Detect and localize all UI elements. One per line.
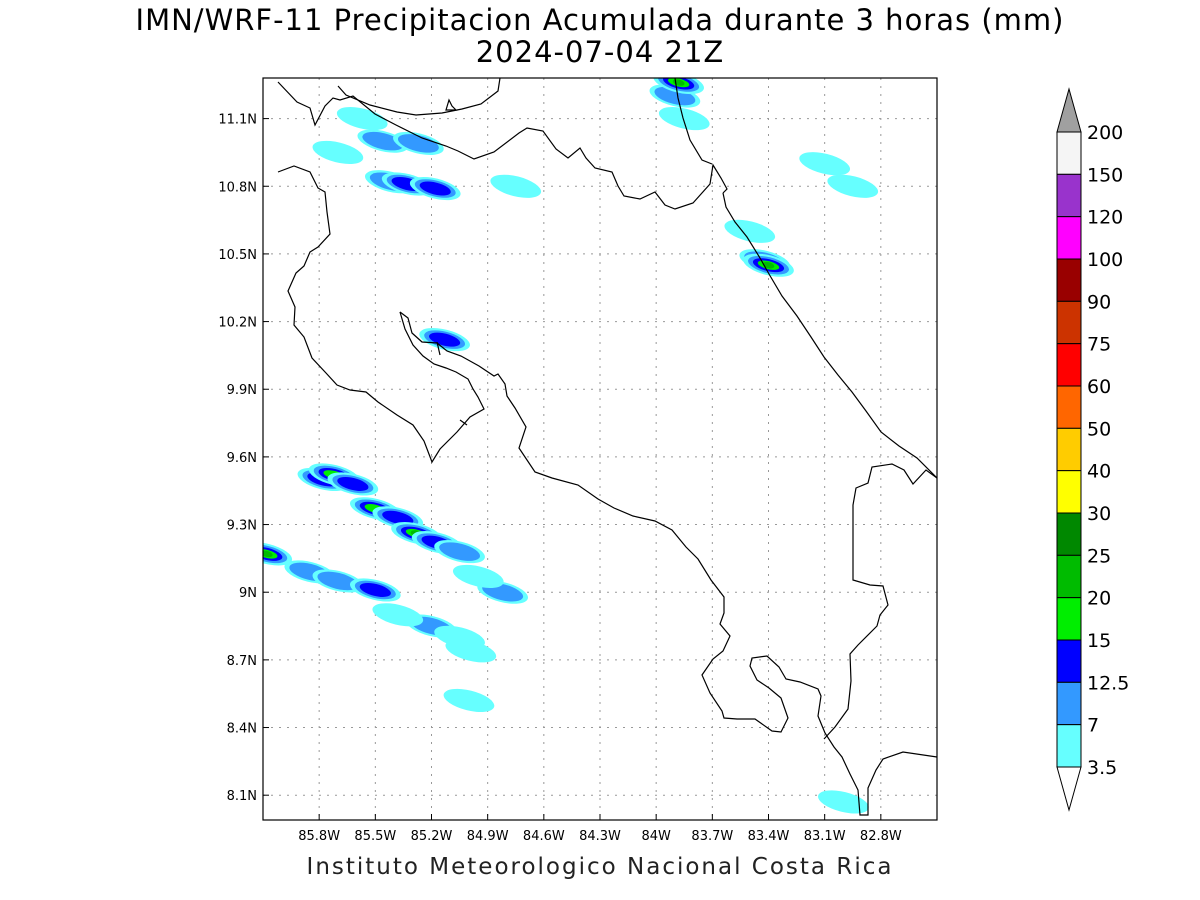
map-title: IMN/WRF-11 Precipitacion Acumulada duran… [135, 3, 1065, 37]
colorbar-label: 12.5 [1087, 672, 1129, 694]
colorbar-label: 200 [1087, 122, 1123, 144]
colorbar-swatch [1056, 216, 1082, 260]
colorbar-label: 120 [1087, 207, 1123, 229]
precip-cell [337, 476, 369, 491]
precip-cell [452, 564, 504, 588]
y-tick-label: 9.3N [227, 519, 257, 534]
precip-cell [439, 542, 481, 561]
precip-cell [490, 174, 542, 198]
precip-cell [419, 181, 451, 196]
precip-cell [359, 582, 391, 597]
precip-cell [317, 571, 359, 591]
colorbar-label: 100 [1087, 249, 1123, 271]
y-tick-label: 9N [239, 586, 257, 601]
precip-cell [382, 510, 414, 525]
colorbar-swatch [1056, 427, 1082, 472]
precip-cell [362, 131, 404, 151]
caribbean-coast [722, 192, 937, 479]
lake-nicaragua [337, 78, 501, 116]
y-tick-label: 9.6N [227, 451, 257, 466]
colorbar-swatch [1056, 554, 1082, 599]
colorbar-label: 30 [1087, 503, 1111, 525]
nicaragua-coast [277, 81, 728, 210]
colorbar-swatch [1056, 639, 1082, 683]
colorbar-label: 20 [1087, 588, 1111, 610]
colorbar-label: 60 [1087, 376, 1111, 398]
colorbar-label: 75 [1087, 334, 1111, 356]
precip-cell [658, 107, 710, 131]
x-tick-label: 84.6W [523, 829, 565, 844]
colorbar-label: 50 [1087, 418, 1111, 440]
coast-north-island [436, 341, 441, 356]
precip-cell [263, 550, 273, 558]
precip-cell [827, 174, 879, 198]
colorbar: 200 150 120 100 90 75 60 50 40 30 25 20 15 12.5 7 3.5 [1056, 87, 1129, 812]
precip-cell [443, 688, 495, 713]
colorbar-swatch [1056, 258, 1082, 302]
coastline [277, 78, 937, 816]
y-tick-label: 10.5N [218, 248, 257, 263]
colorbar-label: 90 [1087, 291, 1111, 313]
colorbar-top-arrow [1056, 87, 1082, 133]
colorbar-label: 7 [1087, 715, 1099, 737]
axis-ticks: 85.8W 85.5W 85.2W 84.9W 84.6W 84.3W 84W 83.7W 83… [218, 113, 902, 844]
y-tick-label: 8.4N [227, 722, 257, 737]
gulf-nicoya [399, 311, 937, 816]
x-tick-label: 84W [641, 829, 671, 844]
colorbar-label: 3.5 [1087, 757, 1117, 779]
x-tick-label: 83.1W [804, 829, 846, 844]
colorbar-swatch [1056, 597, 1082, 641]
x-tick-label: 84.3W [579, 829, 621, 844]
precip-cell [336, 107, 388, 131]
colorbar-swatch [1056, 512, 1082, 556]
x-tick-label: 85.8W [298, 829, 340, 844]
colorbar-swatch [1056, 385, 1082, 429]
colorbar-bottom-arrow [1056, 766, 1082, 812]
y-tick-label: 8.1N [227, 789, 257, 804]
colorbar-swatch [1056, 681, 1082, 726]
colorbar-swatch [1056, 131, 1082, 175]
lake-island [445, 98, 458, 111]
precip-cell [799, 152, 851, 176]
x-tick-label: 84.9W [467, 829, 509, 844]
island [459, 419, 468, 426]
y-tick-label: 10.8N [218, 180, 257, 195]
colorbar-label: 25 [1087, 545, 1111, 567]
colorbar-label: 40 [1087, 461, 1111, 483]
colorbar-swatch [1056, 343, 1082, 387]
precipitation-field [263, 78, 879, 814]
precip-cell [397, 134, 439, 153]
x-tick-label: 85.2W [411, 829, 453, 844]
precip-cell [312, 140, 364, 164]
footer-credit: Instituto Meteorologico Nacional Costa R… [306, 854, 894, 880]
y-tick-label: 11.1N [218, 113, 257, 128]
precip-cell [372, 603, 424, 627]
y-tick-label: 9.9N [227, 383, 257, 398]
colorbar-swatch [1056, 724, 1082, 768]
precip-cell [818, 790, 869, 814]
colorbar-swatch [1056, 173, 1082, 218]
precip-cell [445, 639, 497, 663]
y-tick-label: 10.2N [218, 316, 257, 331]
colorbar-swatch [1056, 470, 1082, 514]
pacific-coast-guanacaste [277, 165, 485, 464]
y-tick-label: 8.7N [227, 654, 257, 669]
x-tick-label: 83.7W [691, 829, 733, 844]
colorbar-label: 15 [1087, 630, 1111, 652]
panama-border [823, 463, 937, 740]
map-date: 2024-07-04 21Z [475, 35, 725, 69]
river-border [674, 78, 713, 165]
colorbar-swatch [1056, 300, 1082, 345]
x-tick-label: 82.8W [860, 829, 902, 844]
colorbar-label: 150 [1087, 164, 1123, 186]
x-tick-label: 83.4W [748, 829, 790, 844]
x-tick-label: 85.5W [354, 829, 396, 844]
